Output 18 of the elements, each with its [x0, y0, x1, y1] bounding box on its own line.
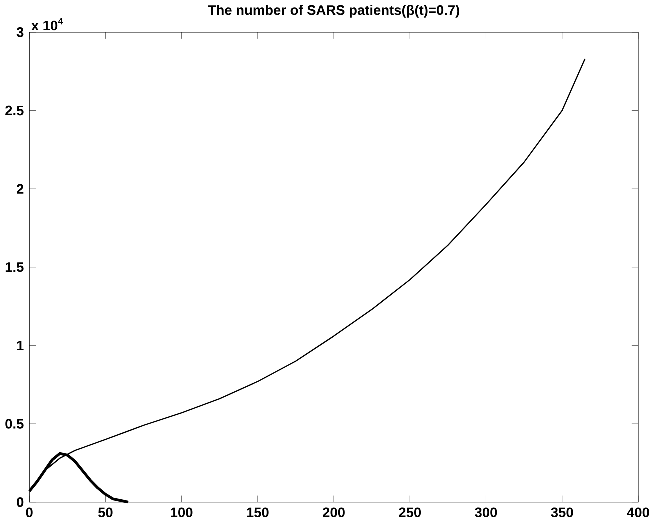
chart-title: The number of SARS patients(β(t)=0.7)	[208, 5, 460, 18]
x-tick-label: 200	[323, 508, 345, 518]
text: x 10$^{4}$	[32, 18, 64, 31]
y-tick-label: 2	[17, 184, 24, 194]
y-tick-label: 2.5	[6, 106, 24, 116]
y-tick-label: 1	[17, 341, 24, 351]
y-tick-label: 3	[16, 28, 24, 38]
x-tick-label: 150	[247, 508, 269, 518]
y-tick-label: 1.5	[6, 262, 24, 272]
x-tick-label: 400	[627, 508, 650, 518]
x-tick-label: 300	[475, 508, 498, 518]
y-tick-label: 0.5	[6, 419, 24, 430]
x-tick-label: 50	[98, 508, 113, 518]
x-tick-label: 100	[171, 508, 193, 518]
y-tick-label: 0	[17, 498, 24, 508]
x-tick-label: 0	[26, 508, 33, 518]
x-tick-label: 350	[551, 508, 574, 518]
x-tick-label: 250	[399, 508, 422, 518]
